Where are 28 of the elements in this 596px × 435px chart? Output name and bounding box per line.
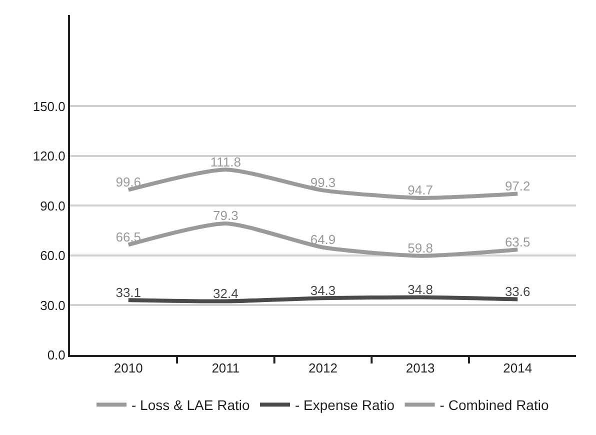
y-tick-label: 0.0 <box>47 348 66 363</box>
data-label: 79.3 <box>213 208 238 224</box>
data-label: 59.8 <box>408 240 433 256</box>
legend-label: - Loss & LAE Ratio <box>132 397 250 414</box>
x-tick-label: 2011 <box>212 360 240 376</box>
x-tick-label: 2012 <box>308 360 338 376</box>
y-tick-label: 90.0 <box>40 198 66 214</box>
x-tick-label: 2014 <box>503 360 532 376</box>
data-label: 94.7 <box>408 182 433 198</box>
data-label: 63.5 <box>504 234 530 250</box>
y-tick-label: 30.0 <box>40 298 66 313</box>
legend-label: - Expense Ratio <box>294 397 395 414</box>
data-label: 34.3 <box>310 282 336 298</box>
y-tick-label: 150.0 <box>32 98 66 114</box>
data-label: 64.9 <box>310 232 336 248</box>
x-tick-label: 2013 <box>406 360 435 376</box>
x-tick-label: 2010 <box>114 360 143 376</box>
data-label: 33.1 <box>116 284 142 300</box>
data-label: 97.2 <box>504 178 530 194</box>
data-label: 34.8 <box>408 282 433 298</box>
y-tick-label: 60.0 <box>40 248 66 264</box>
data-label: 33.6 <box>504 284 530 300</box>
data-label: 111.8 <box>210 154 241 170</box>
legend-label: - Combined Ratio <box>440 397 549 414</box>
y-tick-label: 120.0 <box>32 148 66 164</box>
data-label: 32.4 <box>213 286 238 302</box>
data-label: 99.6 <box>116 174 142 190</box>
data-label: 99.3 <box>310 175 336 190</box>
